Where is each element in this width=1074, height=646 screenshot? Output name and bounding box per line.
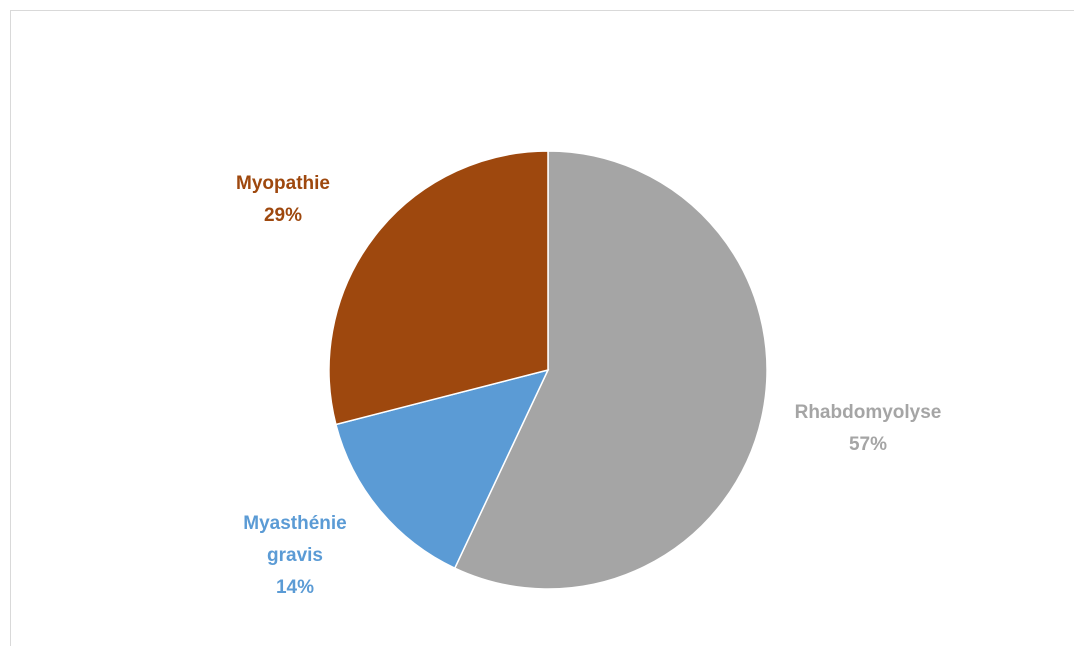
pie-slice [328,150,549,426]
category-label: Myopathie [236,173,330,194]
value-label: 29% [263,205,303,226]
pie-slice [453,150,768,590]
category-label: Myasthénie gravis [243,513,347,566]
chart-area [10,10,1074,646]
pie-slice [334,368,550,570]
data-label: Myasthénie gravis 14% [220,508,370,604]
data-label: Myopathie 29% [203,168,363,232]
value-label: 14% [275,577,315,598]
data-label: Rhabdomyolyse 57% [768,397,968,461]
value-label: 57% [848,434,888,455]
category-label: Rhabdomyolyse [794,402,942,423]
